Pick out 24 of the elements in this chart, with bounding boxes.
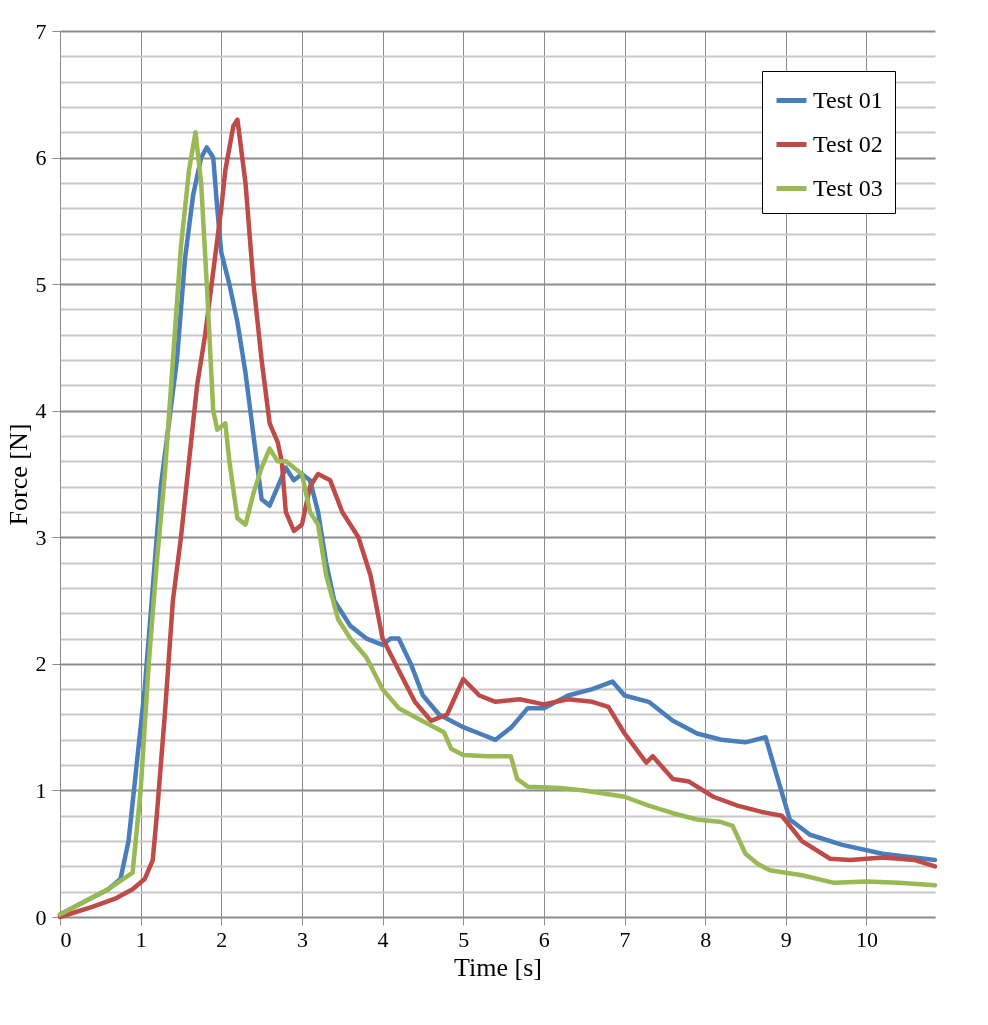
legend-label: Test 01 [813,86,883,113]
x-tick-label: 5 [458,926,470,952]
x-tick-label: 10 [855,926,878,952]
x-axis-title: Time [s] [454,952,542,982]
x-tick-label: 0 [60,926,72,952]
x-tick-label: 7 [619,926,631,952]
y-tick-label: 5 [35,271,47,297]
x-tick-label: 3 [296,926,308,952]
y-tick-label: 0 [35,904,47,930]
y-tick-label: 3 [35,524,47,550]
x-tick-label: 4 [377,926,389,952]
y-tick-label: 1 [35,777,47,803]
x-tick-label: 6 [538,926,550,952]
legend-label: Test 02 [813,130,883,157]
y-tick-label: 2 [35,651,47,677]
x-tick-label: 9 [780,926,792,952]
legend-label: Test 03 [813,174,883,201]
x-tick-label: 8 [700,926,712,952]
x-tick-label: 1 [135,926,147,952]
y-tick-label: 4 [35,398,47,424]
x-tick-label: 2 [216,926,228,952]
y-tick-label: 7 [35,18,47,44]
y-tick-label: 6 [35,145,47,171]
y-axis-title: Force [N] [3,423,33,526]
